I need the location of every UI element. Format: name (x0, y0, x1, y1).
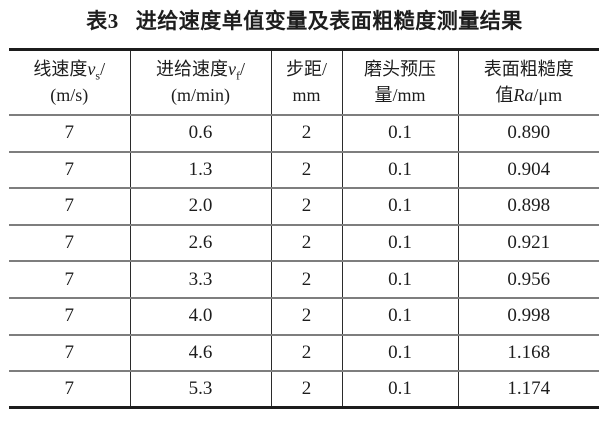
cell-feed-speed: 2.0 (129, 188, 271, 225)
header-unit: (m/min) (171, 85, 230, 105)
header-text: /μm (533, 85, 563, 105)
cell-feed-speed: 5.3 (129, 371, 271, 408)
cell-linear-speed: 7 (64, 341, 75, 363)
cell-roughness: 0.904 (457, 151, 599, 189)
variable-subscript: s (95, 68, 101, 83)
table-row: 7 4.0 2 0.1 0.998 (9, 297, 599, 335)
cell-step: 2 (270, 188, 342, 225)
cell-linear-speed: 7 (64, 378, 75, 400)
cell-preload: 0.1 (341, 115, 458, 152)
cell-roughness: 1.168 (457, 334, 599, 372)
header-text: / (239, 59, 245, 79)
variable-symbol: v (227, 59, 236, 79)
column-header-preload: 磨头预压 量/mm (341, 49, 458, 115)
cell-preload: 0.1 (341, 151, 458, 189)
cell-roughness: 0.890 (457, 115, 599, 152)
cell-roughness: 1.174 (457, 371, 599, 408)
header-label: 磨头预压 (364, 59, 436, 79)
cell-preload: 0.1 (341, 334, 458, 372)
column-header-linear-speed: 线速度vs/ (m/s) (9, 50, 130, 116)
cell-linear-speed: 7 (64, 195, 75, 217)
table-row: 7 5.3 2 0.1 1.174 (9, 371, 599, 408)
cell-linear-speed: 7 (64, 158, 75, 180)
cell-roughness: 0.898 (457, 188, 599, 225)
header-unit: 量/mm (374, 85, 426, 105)
header-label: 进给速度vf/ (133, 56, 269, 82)
header-label: 步距/ (285, 59, 327, 79)
table-row: 7 4.6 2 0.1 1.168 (9, 334, 599, 372)
header-unit: (m/s) (50, 85, 89, 105)
cell-preload: 0.1 (341, 188, 458, 225)
variable-subscript: f (235, 68, 240, 83)
cell-feed-speed: 2.6 (129, 224, 271, 262)
table-caption: 表3 进给速度单值变量及表面粗糙度测量结果 (0, 7, 609, 35)
cell-linear-speed: 7 (64, 122, 75, 144)
cell-step: 2 (270, 334, 342, 372)
header-text: 进给速度 (155, 59, 228, 79)
cell-linear-speed: 7 (64, 232, 75, 254)
cell-preload: 0.1 (341, 297, 458, 335)
cell-step: 2 (270, 371, 342, 408)
cell-preload: 0.1 (341, 371, 458, 408)
cell-feed-speed: 0.6 (129, 115, 271, 152)
cell-roughness: 0.998 (457, 297, 599, 335)
column-header-step: 步距/ mm (270, 49, 342, 115)
cell-roughness: 0.921 (457, 224, 599, 262)
table-row: 7 3.3 2 0.1 0.956 (9, 261, 599, 298)
cell-feed-speed: 4.6 (129, 334, 271, 372)
cell-preload: 0.1 (341, 261, 458, 298)
cell-feed-speed: 4.0 (129, 297, 271, 335)
cell-linear-speed: 7 (64, 305, 75, 327)
header-text: / (100, 59, 106, 79)
measurement-table: 线速度vs/ (m/s) 进给速度vf/ (m/min) 步距/ mm 磨头预压… (9, 48, 599, 410)
table-caption-number: 表3 (86, 9, 119, 33)
column-header-roughness: 表面粗糙度 值Ra/μm (457, 49, 599, 115)
variable-symbol: Ra (513, 85, 534, 105)
header-text: 线速度 (33, 59, 88, 79)
cell-step: 2 (270, 224, 342, 262)
table-row: 7 2.0 2 0.1 0.898 (9, 188, 599, 225)
table-row: 7 0.6 2 0.1 0.890 (9, 115, 599, 152)
cell-roughness: 0.956 (457, 261, 599, 298)
table-row: 7 2.6 2 0.1 0.921 (9, 224, 599, 262)
header-row: 线速度vs/ (m/s) 进给速度vf/ (m/min) 步距/ mm 磨头预压… (9, 49, 599, 116)
column-header-feed-speed: 进给速度vf/ (m/min) (129, 49, 271, 115)
cell-step: 2 (270, 261, 342, 298)
cell-feed-speed: 1.3 (129, 151, 271, 189)
table-row: 7 1.3 2 0.1 0.904 (9, 151, 599, 189)
cell-preload: 0.1 (341, 224, 458, 262)
header-unit: mm (292, 85, 321, 105)
header-unit: 值Ra/μm (461, 82, 598, 108)
cell-step: 2 (270, 151, 342, 189)
cell-step: 2 (270, 297, 342, 335)
variable-symbol: v (87, 59, 96, 79)
header-text: 值 (495, 85, 514, 105)
header-label: 线速度vs/ (11, 56, 128, 82)
cell-step: 2 (270, 115, 342, 152)
cell-linear-speed: 7 (64, 268, 75, 290)
header-label: 表面粗糙度 (483, 59, 574, 79)
cell-feed-speed: 3.3 (129, 261, 271, 298)
table-caption-title: 进给速度单值变量及表面粗糙度测量结果 (135, 9, 523, 33)
